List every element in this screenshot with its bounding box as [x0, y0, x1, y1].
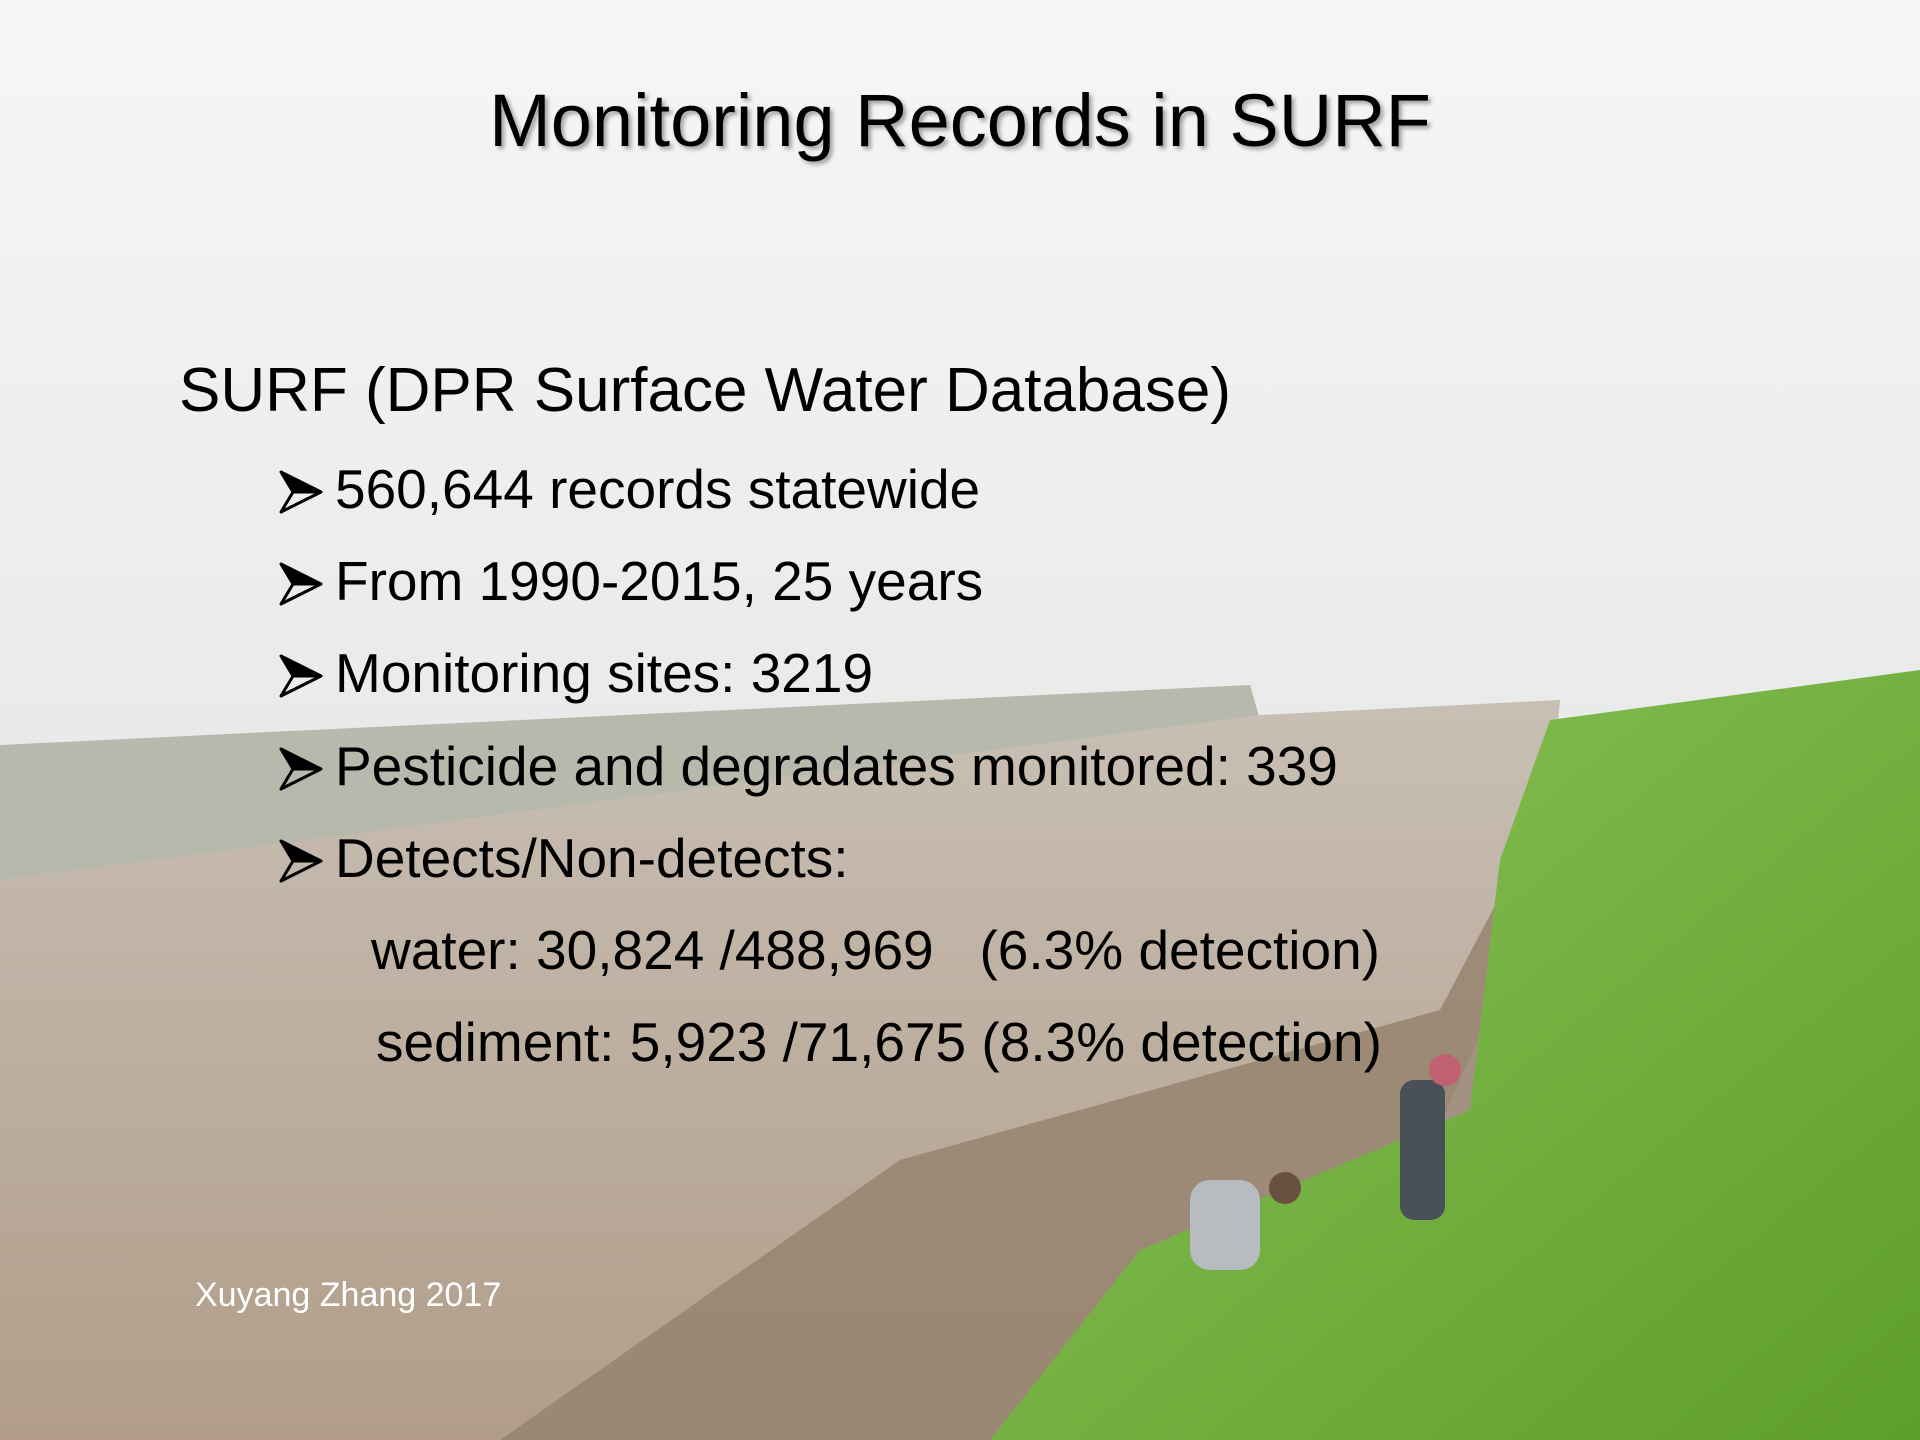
bullet-text: Pesticide and degradates monitored: 339 — [335, 739, 1338, 794]
arrow-fill — [281, 564, 321, 584]
bullet-arrow — [279, 654, 323, 698]
slide-title: Monitoring Records in SURF — [0, 84, 1920, 158]
detail-line: water: 30,824 /488,969 (6.3% detection) — [371, 923, 1380, 978]
bullet-text: Detects/Non-detects: — [335, 831, 849, 886]
detail-line: sediment: 5,923 /71,675 (8.3% detection) — [376, 1015, 1382, 1070]
bullet-arrow — [279, 470, 323, 514]
footer: Xuyang Zhang 2017 — [195, 1278, 501, 1312]
bullet-arrow — [279, 562, 323, 606]
arrow-fill — [281, 656, 321, 676]
arrow-fill — [281, 472, 321, 492]
bullet-text: Monitoring sites: 3219 — [335, 646, 873, 701]
slide: Monitoring Records in SURF SURF (DPR Sur… — [0, 0, 1920, 1440]
arrow-fill — [281, 749, 321, 769]
bullet-text: 560,644 records statewide — [335, 462, 980, 517]
bullet-arrow — [279, 839, 323, 883]
bullet-arrow — [279, 747, 323, 791]
arrow-fill — [281, 841, 321, 861]
background-photo — [0, 0, 1920, 1440]
heading: SURF (DPR Surface Water Database) — [179, 360, 1231, 422]
bullet-text: From 1990-2015, 25 years — [335, 554, 983, 609]
